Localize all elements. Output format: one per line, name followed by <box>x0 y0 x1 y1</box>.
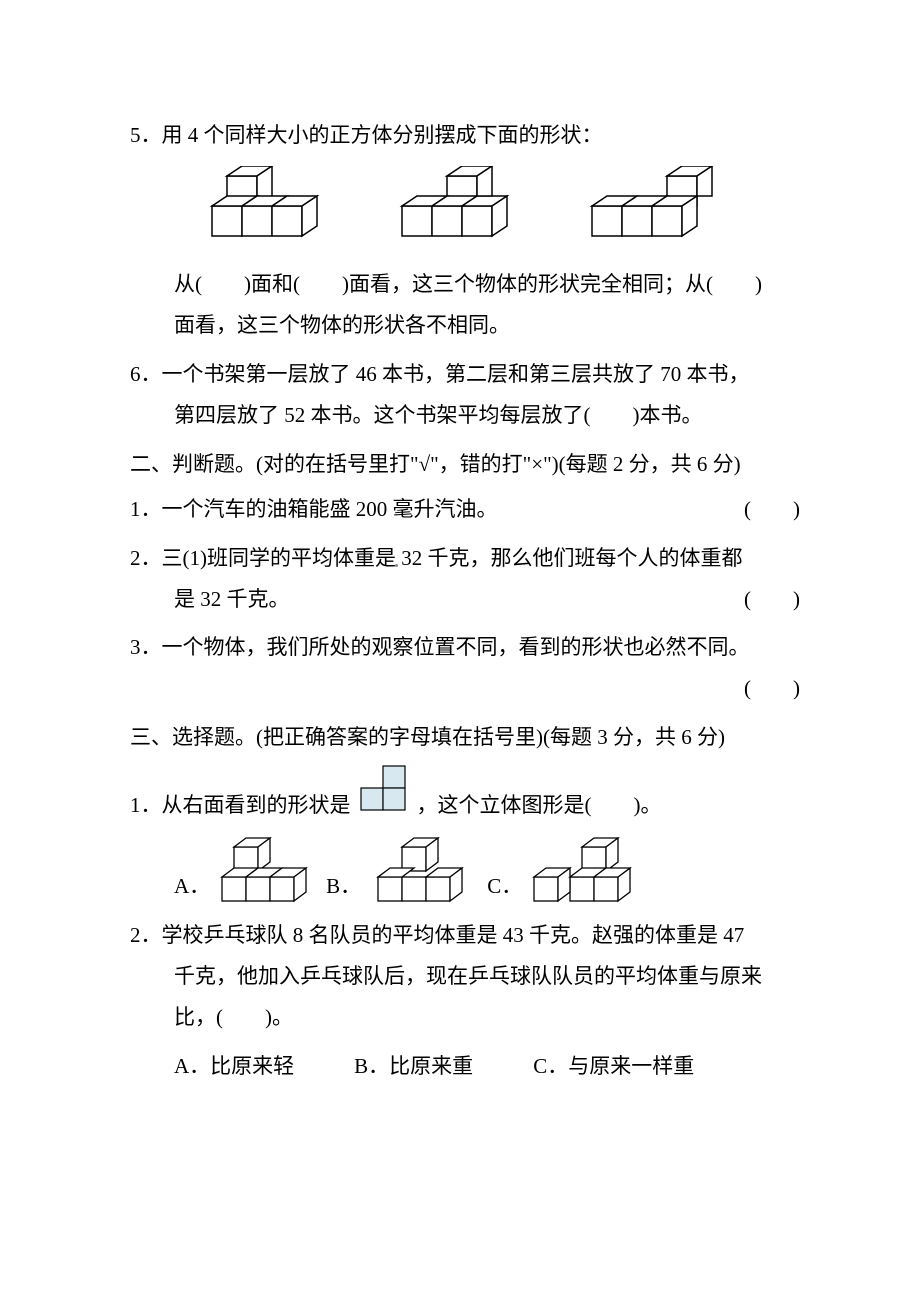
s3q2-options: A．比原来轻 B．比原来重 C．与原来一样重 <box>130 1046 800 1087</box>
s2q2-paren: ( ) <box>744 579 800 620</box>
q5-line1: 5．用 4 个同样大小的正方体分别摆成下面的形状： <box>130 115 800 156</box>
s3q1-text-b: ，这个立体图形是( )。 <box>417 785 662 826</box>
q6-text1: 一个书架第一层放了 46 本书，第二层和第三层共放了 70 本书， <box>162 362 750 386</box>
s3q2-text3: 比，( )。 <box>130 997 800 1038</box>
section-2-header: 二、判断题。(对的在括号里打"√"，错的打"×")(每题 2 分，共 6 分) <box>130 444 800 485</box>
s2-question-2: 2．三(1)班同学的平均体重是 32 千克，那么他们班每个人的体重都 是 32 … <box>130 538 800 620</box>
q6-line1: 6．一个书架第一层放了 46 本书，第二层和第三层共放了 70 本书， <box>130 354 800 395</box>
q5-text2d: ) <box>755 272 762 296</box>
s2q3-paren: ( ) <box>744 668 800 709</box>
q5-text2a: 从( <box>174 272 202 296</box>
section-3-header: 三、选择题。(把正确答案的字母填在括号里)(每题 3 分，共 6 分) <box>130 717 800 758</box>
q5-text2c: )面看，这三个物体的形状完全相同；从( <box>342 272 713 296</box>
q5-line3: 面看，这三个物体的形状各不相同。 <box>130 305 800 346</box>
s3q1-options: A． B． <box>130 832 800 907</box>
s3q1-text-a: 从右面看到的形状是 <box>162 785 351 826</box>
s3-question-1: 1．从右面看到的形状是 ，这个立体图形是( )。 A． <box>130 762 800 907</box>
s3q2-number: 2． <box>130 923 162 947</box>
s2q1-paren: ( ) <box>744 489 800 530</box>
q5-shapes-row <box>130 166 800 246</box>
q6-line2: 第四层放了 52 本书。这个书架平均每层放了( )本书。 <box>130 395 800 436</box>
q5-number: 5． <box>130 123 162 147</box>
s2-question-1: 1．一个汽车的油箱能盛 200 毫升汽油。 ( ) <box>130 489 800 530</box>
s3q1-option-c: C． <box>487 837 636 907</box>
s3q2-optA: A．比原来轻 <box>174 1046 294 1087</box>
s3q1-option-b: B． <box>326 837 475 907</box>
s3q1-view-icon <box>355 762 413 826</box>
q5-shape-3 <box>580 166 730 246</box>
s3q1-number: 1． <box>130 785 162 826</box>
s3q2-text2: 千克，他加入乒乓球队后，现在乒乓球队队员的平均体重与原来 <box>130 956 800 997</box>
q5-shape-1 <box>200 166 350 246</box>
question-6: 6．一个书架第一层放了 46 本书，第二层和第三层共放了 70 本书， 第四层放… <box>130 354 800 436</box>
q6-number: 6． <box>130 362 162 386</box>
s3q2-optB: B．比原来重 <box>354 1046 473 1087</box>
s2q3-text: 一个物体，我们所处的观察位置不同，看到的形状也必然不同。 <box>162 635 750 659</box>
decorative-dot <box>395 564 398 567</box>
q5-shape-2 <box>390 166 540 246</box>
s2-question-3: 3．一个物体，我们所处的观察位置不同，看到的形状也必然不同。 ( ) <box>130 627 800 709</box>
q5-line2: 从( )面和( )面看，这三个物体的形状完全相同；从( ) <box>130 264 800 305</box>
s3q1-option-a: A． <box>174 832 314 907</box>
s2q2-text1: 三(1)班同学的平均体重是 32 千克，那么他们班每个人的体重都 <box>162 546 743 570</box>
s2q2-number: 2． <box>130 546 162 570</box>
q5-text2b: )面和( <box>244 272 300 296</box>
q5-text1: 用 4 个同样大小的正方体分别摆成下面的形状： <box>162 123 603 147</box>
s3q2-text1: 学校乒乓球队 8 名队员的平均体重是 43 千克。赵强的体重是 47 <box>162 923 745 947</box>
s2q1-text: 一个汽车的油箱能盛 200 毫升汽油。 <box>162 497 498 521</box>
s2q2-text2: 是 32 千克。 <box>174 587 290 611</box>
s2q1-number: 1． <box>130 497 162 521</box>
s3-question-2: 2．学校乒乓球队 8 名队员的平均体重是 43 千克。赵强的体重是 47 千克，… <box>130 915 800 1087</box>
s3q1-optC-label: C． <box>487 866 522 907</box>
question-5: 5．用 4 个同样大小的正方体分别摆成下面的形状： <box>130 115 800 346</box>
s3q1-optB-label: B． <box>326 866 361 907</box>
s2q3-number: 3． <box>130 635 162 659</box>
s3q1-optA-label: A． <box>174 866 210 907</box>
s3q2-optC: C．与原来一样重 <box>533 1046 694 1087</box>
